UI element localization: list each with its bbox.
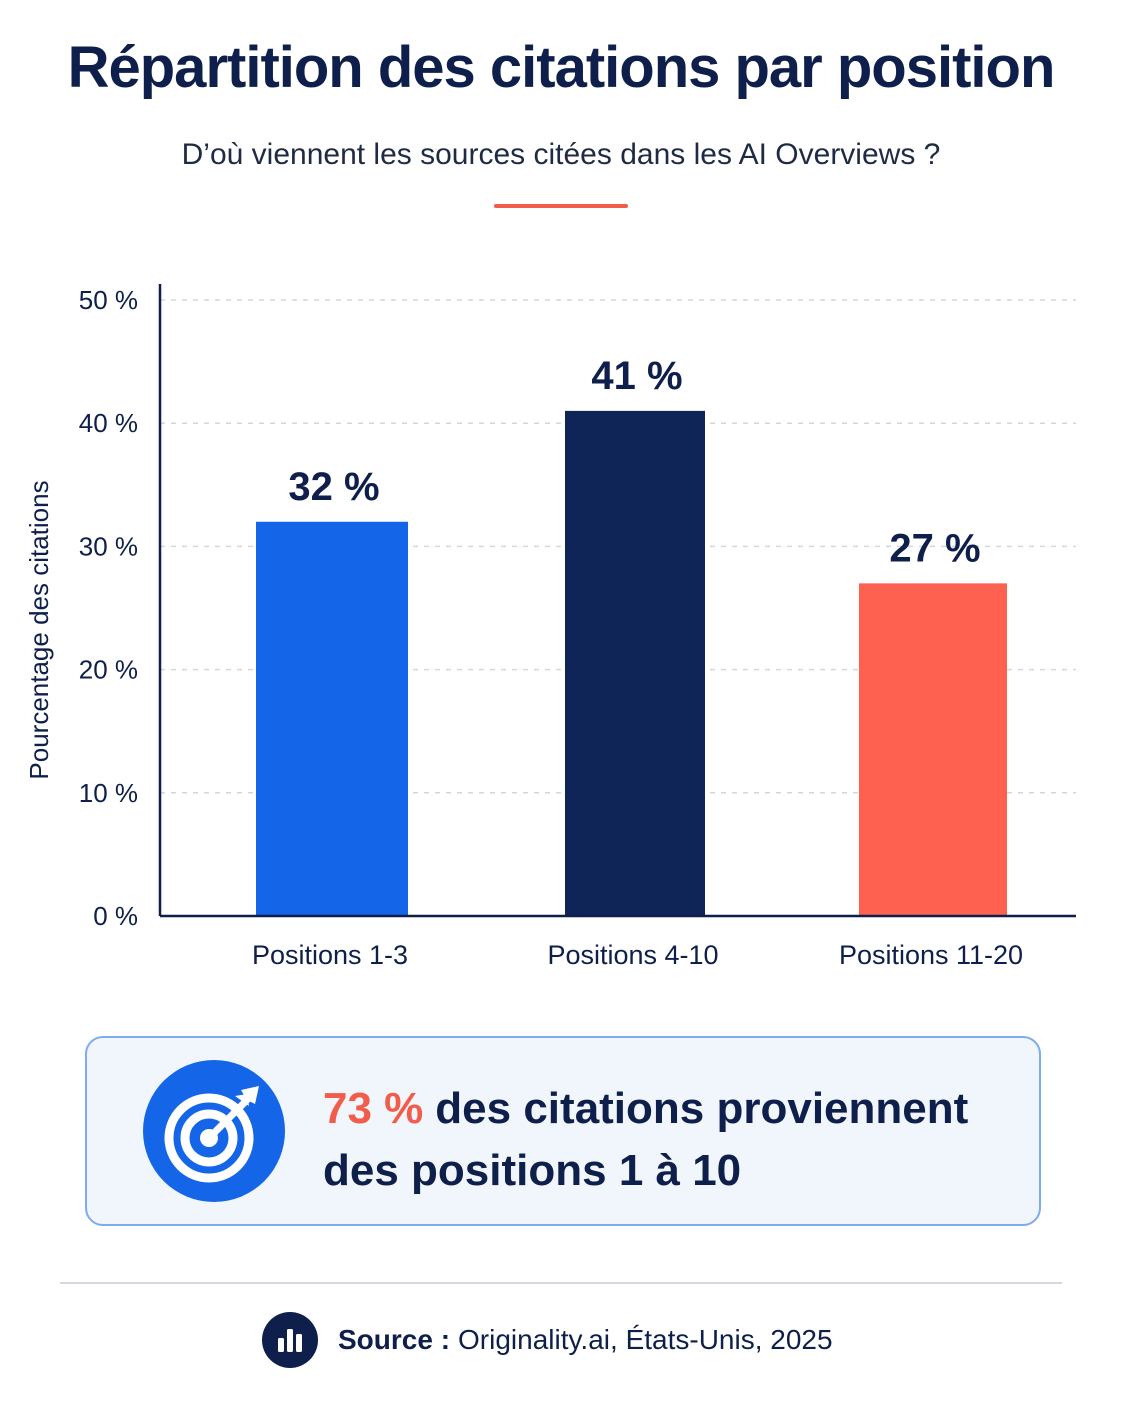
bar [565,410,705,916]
page-title: Répartition des citations par position [67,35,1056,100]
y-tick-label: 30 % [79,531,138,561]
footer-divider [60,1282,1062,1284]
source-footer: Source : Originality.ai, États-Unis, 2025 [262,1312,833,1368]
bar [859,583,1007,916]
bar-value-label: 27 % [889,526,980,570]
chart-labels: 0 % 10 % 20 % 30 % 40 % 50 % 32 % Positions 1-3… [24,285,1023,970]
y-tick-label: 50 % [79,285,138,315]
bars [256,410,1007,916]
x-category-label: Positions 4-10 [547,940,718,970]
y-tick-label: 20 % [79,655,138,685]
source-label: Source : [338,1324,451,1355]
x-category-label: Positions 11-20 [839,940,1023,970]
y-axis-title: Pourcentage des citations [24,480,54,779]
callout-highlight-value: 73 % [323,1084,424,1133]
bar-value-label: 32 % [288,465,379,509]
target-arrow-icon [143,1060,285,1202]
accent-divider [494,204,628,208]
source-citation: Source : Originality.ai, États-Unis, 2025 [338,1324,833,1356]
callout-line-2: des positions 1 à 10 [323,1146,742,1195]
y-tick-label: 40 % [79,408,138,438]
page-subtitle: D’où viennent les sources citées dans le… [181,138,941,171]
bar-chart-icon [262,1312,318,1368]
key-insight-callout: 73 % des citations proviennent des positi… [85,1036,1041,1226]
source-value: Originality.ai, États-Unis, 2025 [458,1324,833,1355]
y-tick-label: 10 % [79,778,138,808]
y-tick-label: 0 % [93,901,138,931]
callout-message: 73 % des citations proviennent des positi… [323,1078,1023,1202]
x-category-label: Positions 1-3 [252,940,408,970]
bar-value-label: 41 % [591,354,682,398]
callout-line-1: des citations proviennent [435,1084,969,1133]
bar [256,521,408,916]
axes [158,284,1076,918]
